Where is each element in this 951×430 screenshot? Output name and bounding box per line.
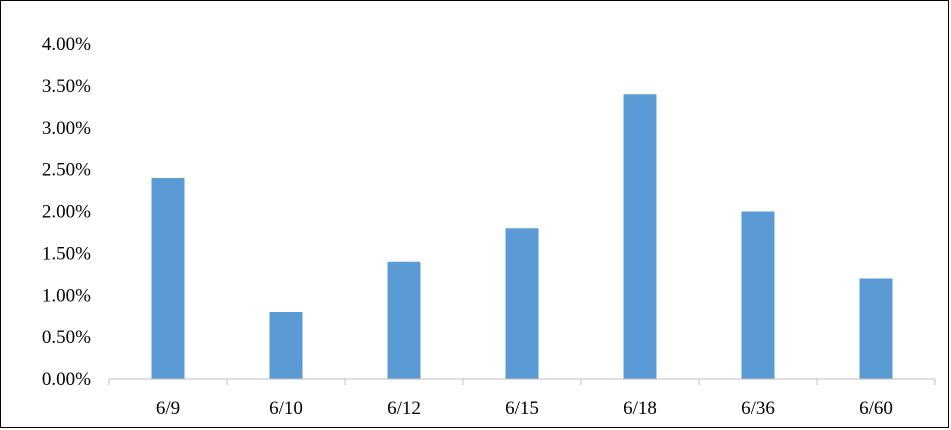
bar-6-18	[623, 94, 657, 379]
x-tick-label: 6/12	[387, 398, 421, 419]
x-axis-tick-labels: 6/9 6/10 6/12 6/15 6/18 6/36 6/60	[156, 398, 893, 419]
bar-series	[151, 94, 893, 379]
x-tick-label: 6/18	[623, 398, 657, 419]
x-tick-label: 6/10	[269, 398, 303, 419]
y-axis-tick-labels: 0.00% 0.50% 1.00% 1.50% 2.00% 2.50% 3.00% 3.50%…	[42, 34, 91, 390]
y-tick-label: 3.00%	[42, 118, 91, 139]
y-tick-label: 0.00%	[42, 369, 91, 390]
bar-6-12	[387, 261, 421, 379]
x-tick-label: 6/15	[505, 398, 539, 419]
bar-6-10	[269, 312, 303, 379]
bar-6-15	[505, 228, 539, 379]
x-tick-label: 6/9	[156, 398, 180, 419]
bar-6-60	[859, 278, 893, 379]
y-tick-label: 3.50%	[42, 76, 91, 97]
y-tick-label: 2.00%	[42, 202, 91, 223]
y-tick-label: 2.50%	[42, 160, 91, 181]
bar-6-9	[151, 178, 185, 379]
y-tick-label: 4.00%	[42, 34, 91, 55]
bar-6-36	[741, 211, 775, 379]
y-tick-label: 1.50%	[42, 243, 91, 264]
x-axis-ticks	[108, 379, 936, 385]
y-tick-label: 1.00%	[42, 285, 91, 306]
x-tick-label: 6/60	[859, 398, 893, 419]
y-tick-label: 0.50%	[42, 327, 91, 348]
x-tick-label: 6/36	[741, 398, 775, 419]
